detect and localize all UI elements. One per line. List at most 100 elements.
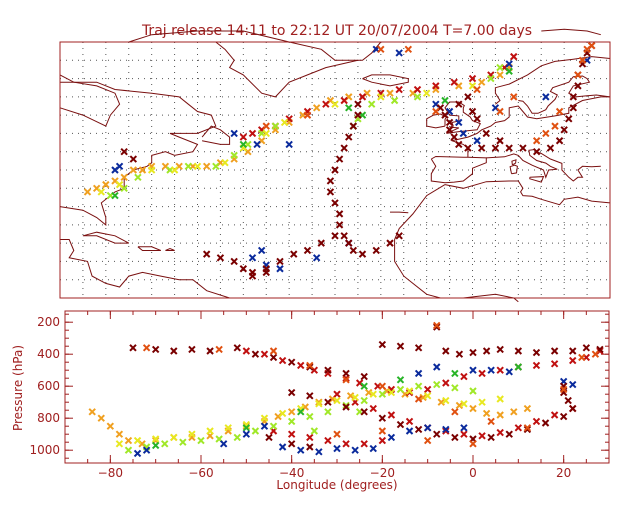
cross-section-trajectory-point	[269, 347, 278, 355]
map-trajectory-point	[477, 144, 486, 152]
cross-section-trajectory-point	[523, 425, 532, 434]
cross-section-trajectory-point	[405, 387, 414, 395]
map-trajectory-point	[546, 144, 555, 152]
cross-section-trajectory-point	[469, 366, 477, 374]
map-trajectory-point	[345, 239, 353, 247]
cross-section-trajectory-point	[455, 350, 464, 358]
map-trajectory-point	[367, 100, 376, 108]
map-trajectory-point	[455, 140, 463, 149]
cross-section-trajectory-point	[505, 368, 513, 376]
map-trajectory-point	[193, 162, 202, 171]
cross-section-trajectory-point	[333, 390, 341, 398]
map-trajectory-point	[216, 254, 225, 262]
map-trajectory-point	[468, 74, 477, 83]
coastline	[450, 96, 610, 158]
cross-section-trajectory-point	[315, 400, 323, 408]
map-trajectory-point	[230, 257, 238, 266]
cross-section-trajectory-point	[287, 388, 296, 397]
map-trajectory-point	[574, 82, 582, 90]
map-trajectory-point	[542, 93, 550, 101]
x-tick-label: −40	[279, 466, 304, 480]
y-tick-label: 200	[37, 315, 60, 329]
map-trajectory-point	[230, 151, 238, 160]
map-trajectory-point	[491, 144, 500, 152]
coastline	[529, 176, 545, 183]
map-trajectory-point	[102, 180, 110, 189]
cross-section-trajectory-point	[360, 440, 368, 448]
cross-section-trajectory-point	[532, 361, 541, 370]
cross-section-trajectory-point	[414, 425, 423, 434]
cross-section-trajectory-point	[151, 435, 160, 443]
map-trajectory-point	[147, 166, 156, 174]
map-trajectory-point	[413, 93, 422, 101]
map-panel	[59, 28, 611, 303]
cross-section-trajectory-point	[133, 436, 142, 445]
y-tick-label: 400	[37, 347, 60, 361]
map-trajectory-point	[377, 45, 385, 54]
map-trajectory-point	[276, 265, 284, 273]
cross-section-trajectory-point	[423, 385, 432, 394]
cross-section-trajectory-point	[242, 422, 251, 430]
cross-section-trajectory-point	[496, 411, 504, 419]
map-trajectory-point	[212, 162, 220, 171]
coastline	[394, 184, 519, 303]
cross-section-trajectory-point	[505, 430, 513, 438]
cross-section-trajectory-point	[242, 424, 251, 432]
cross-section-trajectory-point	[206, 427, 214, 435]
map-trajectory-point	[395, 232, 403, 240]
cross-section-trajectory-point	[297, 446, 305, 454]
x-tick-label: −20	[370, 466, 395, 480]
cross-section-trajectory-point	[342, 440, 350, 448]
cross-section-trajectory-point	[482, 409, 491, 418]
map-trajectory-point	[322, 100, 330, 108]
cross-section-trajectory-point	[460, 424, 468, 432]
cross-section-trajectory-point	[451, 433, 459, 442]
cross-section-trajectory-point	[324, 436, 332, 445]
cross-section-trajectory-point	[578, 353, 586, 362]
cross-section-trajectory-point	[514, 363, 523, 371]
cross-section-trajectory-point	[423, 436, 432, 445]
cross-section-trajectory-point	[242, 347, 251, 355]
map-trajectory-point	[253, 140, 261, 149]
map-trajectory-point	[317, 239, 325, 247]
cross-section-trajectory-point	[523, 424, 532, 432]
cross-section-trajectory-point	[170, 433, 178, 442]
cross-section-trajectory-point	[251, 350, 260, 358]
cross-section-trajectory-point	[365, 388, 373, 397]
cross-section-trajectory-point	[559, 385, 568, 394]
cross-section-trajectory-point	[569, 347, 577, 355]
map-trajectory-point	[276, 257, 284, 266]
map-trajectory-point	[349, 246, 358, 255]
cross-section-trajectory-point	[297, 361, 305, 370]
map-trajectory-point	[345, 133, 353, 141]
map-trajectory-point	[455, 100, 463, 108]
map-trajectory-point	[340, 96, 348, 105]
cross-section-trajectory-point	[360, 396, 368, 405]
map-trajectory-point	[532, 148, 541, 156]
cross-section-trajectory-point	[469, 387, 477, 395]
map-trajectory-point	[120, 173, 128, 182]
cross-section-trajectory-point	[564, 396, 572, 405]
map-trajectory-point	[473, 85, 481, 94]
cross-section-trajectory-point	[346, 392, 355, 400]
map-trajectory-point	[505, 60, 513, 68]
cross-section-trajectory-point	[369, 444, 377, 453]
cross-section-trajectory-point	[423, 424, 432, 432]
map-trajectory-point	[519, 144, 527, 152]
cross-section-trajectory-point	[306, 433, 314, 442]
cross-section-trajectory-point	[233, 433, 241, 442]
map-trajectory-point	[290, 250, 298, 258]
cross-section-trajectory-point	[442, 425, 450, 434]
cross-section-trajectory-point	[469, 404, 477, 413]
map-trajectory-point	[170, 166, 179, 174]
map-trajectory-point	[221, 158, 229, 167]
map-trajectory-point	[450, 78, 458, 86]
cross-section-trajectory-point	[442, 396, 450, 405]
coastline	[201, 125, 231, 145]
map-trajectory-point	[335, 210, 344, 218]
map-trajectory-point	[555, 137, 564, 145]
map-trajectory-point	[138, 166, 147, 174]
cross-section-trajectory-point	[219, 440, 228, 448]
cross-section-trajectory-point	[260, 350, 269, 358]
coastline	[518, 75, 611, 114]
